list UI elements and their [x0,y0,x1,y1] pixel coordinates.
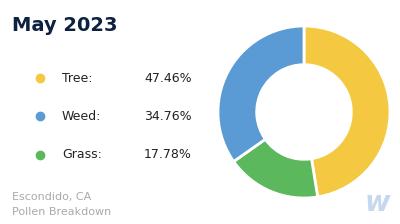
Text: w: w [364,189,390,217]
Text: 47.46%: 47.46% [144,72,192,85]
Text: 34.76%: 34.76% [144,110,192,123]
Wedge shape [234,139,318,198]
Wedge shape [304,26,390,197]
Text: Tree:: Tree: [62,72,92,85]
Text: Escondido, CA
Pollen Breakdown: Escondido, CA Pollen Breakdown [12,192,111,217]
Text: Weed:: Weed: [62,110,101,123]
Text: Grass:: Grass: [62,148,102,161]
Text: May 2023: May 2023 [12,16,118,35]
Wedge shape [218,26,304,162]
Text: 17.78%: 17.78% [144,148,192,161]
